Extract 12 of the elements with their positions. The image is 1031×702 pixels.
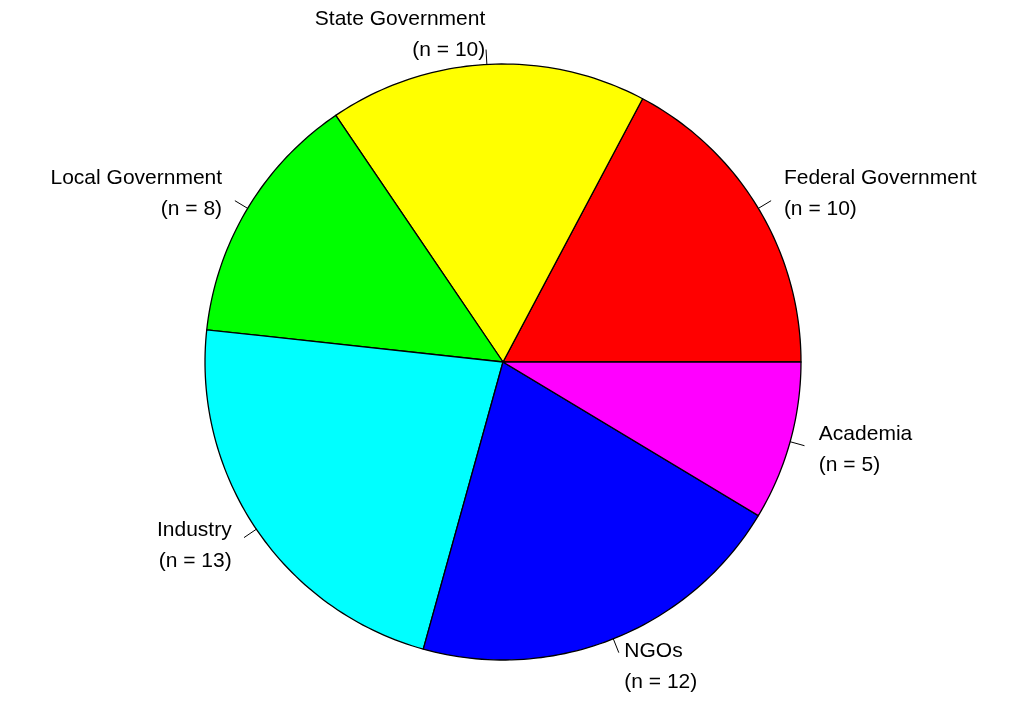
- data-label: (n = 10): [783, 195, 857, 219]
- slice-label: Academia: [818, 420, 913, 444]
- slice-label: Industry: [156, 517, 233, 540]
- slice-label: Federal Government: [783, 164, 977, 188]
- data-label: (n = 8): [160, 195, 223, 219]
- slice-label: State Government: [314, 5, 486, 29]
- data-label: (n = 5): [818, 451, 881, 475]
- data-label: (n = 13): [158, 548, 232, 571]
- data-label: (n = 12): [624, 668, 698, 692]
- slice-label: NGOs: [624, 637, 683, 661]
- data-label: (n = 10): [412, 36, 486, 60]
- slice-label: Local Government: [50, 164, 223, 188]
